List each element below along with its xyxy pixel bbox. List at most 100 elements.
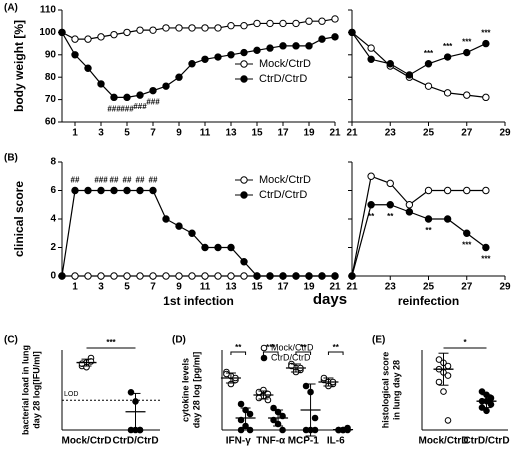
y-tick-label: 60 xyxy=(45,117,57,128)
y-tick-label: 110 xyxy=(40,5,57,16)
data-point xyxy=(253,19,261,28)
significance-label: ## xyxy=(149,176,158,185)
x-tick-label: IFN-γ xyxy=(226,436,251,447)
panel-label: (C) xyxy=(4,335,18,346)
data-point xyxy=(443,215,452,223)
x-tick-label: Mock/CtrD xyxy=(418,436,468,447)
lod-label: LOD xyxy=(64,391,78,398)
data-point xyxy=(214,24,222,32)
x-tick-label: 19 xyxy=(303,128,315,139)
significance-label: ** xyxy=(333,343,340,352)
data-point xyxy=(482,186,490,195)
significance-bracket xyxy=(262,351,279,355)
x-tick-label: 1 xyxy=(72,128,78,139)
data-point xyxy=(292,42,300,50)
x-tick-label: 7 xyxy=(150,282,156,293)
legend-label: CtrD/CtrD xyxy=(271,352,311,362)
data-point xyxy=(270,404,277,412)
data-point xyxy=(279,19,287,28)
data-point xyxy=(292,19,300,28)
y-tick-label: 0 xyxy=(50,271,56,282)
x-tick-label: 27 xyxy=(461,282,473,293)
data-point xyxy=(237,400,245,408)
data-point xyxy=(443,186,452,195)
significance-label: ### xyxy=(146,98,160,107)
x-axis-label: reinfection xyxy=(398,294,459,308)
data-point xyxy=(318,35,326,43)
significance-label: *** xyxy=(481,255,491,264)
data-point xyxy=(188,272,196,280)
data-point xyxy=(97,80,105,88)
legend-marker xyxy=(240,60,248,68)
data-point xyxy=(240,48,248,57)
x-tick-label: 15 xyxy=(251,128,263,139)
significance-label: ### xyxy=(94,176,108,185)
data-point xyxy=(348,28,356,37)
data-point xyxy=(227,51,235,59)
data-point xyxy=(487,401,495,408)
data-point xyxy=(386,201,394,209)
data-point xyxy=(84,186,92,195)
data-point xyxy=(266,19,274,28)
data-point xyxy=(227,243,235,252)
series-line xyxy=(61,32,336,98)
x-tick-label: MCP-1 xyxy=(288,436,320,447)
data-point xyxy=(84,35,92,43)
data-point xyxy=(424,60,433,68)
x-tick-label: 9 xyxy=(176,128,182,139)
data-point xyxy=(175,73,183,81)
data-point xyxy=(223,370,230,378)
y-axis-label: cytokine levels xyxy=(180,358,190,422)
x-tick-label: 5 xyxy=(124,128,130,139)
x-tick-label: 1 xyxy=(72,282,78,293)
significance-label: *** xyxy=(462,240,472,249)
y-axis-label: clinical score xyxy=(12,181,26,257)
data-point xyxy=(348,272,356,280)
x-tick-label: 29 xyxy=(499,128,511,139)
data-point xyxy=(240,272,248,280)
data-point xyxy=(255,394,263,402)
data-point xyxy=(367,55,375,63)
data-point xyxy=(311,414,319,422)
y-tick-label: 70 xyxy=(45,94,57,105)
y-tick-label: 2 xyxy=(50,242,56,253)
data-point xyxy=(123,28,131,37)
data-point xyxy=(253,272,261,280)
significance-label: *** xyxy=(106,338,116,347)
data-point xyxy=(201,24,209,32)
y-axis-label: body weight [%] xyxy=(12,20,26,112)
data-point xyxy=(227,21,235,30)
data-point xyxy=(246,426,254,434)
data-point xyxy=(127,388,135,396)
data-point xyxy=(264,396,272,404)
data-point xyxy=(97,272,105,280)
data-point xyxy=(58,272,66,280)
x-tick-label: 11 xyxy=(200,128,211,139)
data-point xyxy=(136,186,144,195)
data-point xyxy=(71,51,79,59)
data-point xyxy=(279,426,286,434)
data-point xyxy=(443,89,452,97)
data-point xyxy=(424,186,433,195)
data-point xyxy=(386,179,394,188)
data-point xyxy=(162,272,170,280)
data-point xyxy=(305,272,313,280)
x-tick-label: 25 xyxy=(423,282,435,293)
data-point xyxy=(237,426,245,434)
data-point xyxy=(367,201,375,209)
x-tick-label: 25 xyxy=(423,128,435,139)
data-point xyxy=(482,93,490,102)
significance-bracket xyxy=(327,351,344,355)
legend-label: CtrD/CtrD xyxy=(259,189,307,201)
y-axis-label: day 28 log [pg/ml] xyxy=(191,352,201,429)
data-point xyxy=(214,272,222,280)
data-point xyxy=(110,272,118,280)
x-tick-label: 23 xyxy=(385,128,397,139)
x-tick-label: 3 xyxy=(98,128,104,139)
data-point xyxy=(123,272,131,280)
legend-label: Mock/CtrD xyxy=(271,342,314,352)
data-point xyxy=(444,372,452,379)
data-point xyxy=(71,186,79,195)
data-point xyxy=(279,272,287,280)
data-point xyxy=(71,35,79,43)
